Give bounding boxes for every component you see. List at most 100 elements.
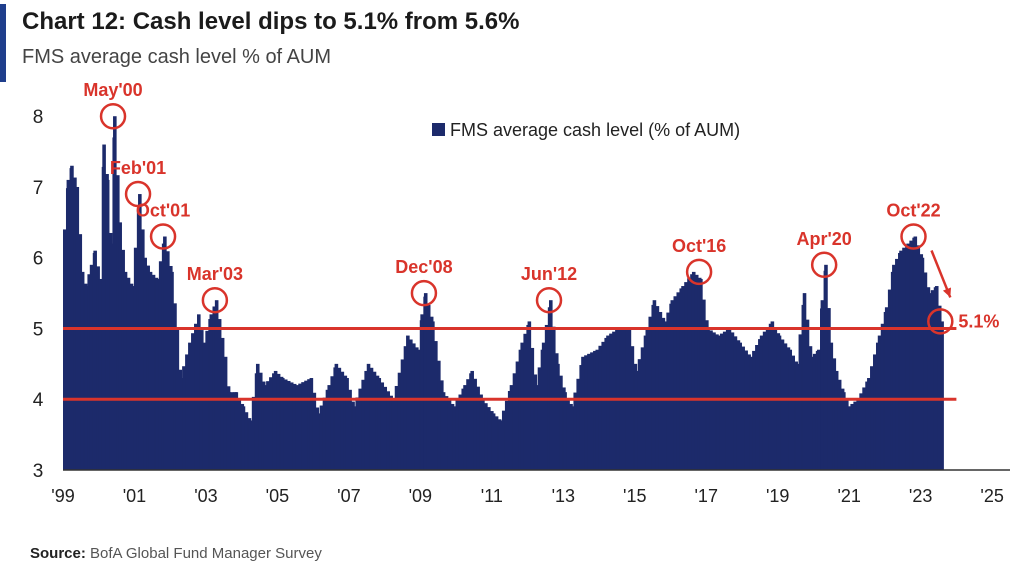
x-tick-label: '23: [909, 486, 932, 506]
x-tick-label: '11: [481, 486, 503, 506]
data-bar: [791, 355, 795, 470]
data-bar: [202, 342, 206, 470]
annotation-label: Oct'16: [672, 236, 726, 256]
data-bar: [476, 386, 480, 470]
data-bar: [87, 274, 91, 470]
source-note: Source: BofA Global Fund Manager Survey: [30, 545, 322, 562]
data-bar: [584, 355, 588, 470]
data-bar: [648, 316, 653, 470]
data-bar: [867, 378, 871, 470]
data-bar: [549, 300, 553, 470]
data-bar: [273, 370, 278, 470]
annotation-label: Feb'01: [110, 158, 166, 178]
data-bar: [809, 356, 814, 470]
data-bar: [634, 370, 639, 470]
data-bar: [853, 401, 857, 470]
y-tick-label: 4: [33, 390, 44, 411]
data-bar: [687, 278, 691, 470]
x-tick-label: '21: [837, 486, 860, 506]
data-bar: [380, 382, 385, 470]
data-bar: [845, 400, 849, 470]
data-bar: [197, 314, 201, 470]
x-tick-label: '09: [409, 486, 432, 506]
data-bar: [473, 378, 477, 470]
data-bar: [913, 236, 918, 470]
data-bar: [527, 321, 532, 470]
annotation-circle: [900, 223, 927, 250]
data-bar: [158, 261, 163, 470]
data-bar: [355, 397, 360, 470]
data-bar: [361, 379, 365, 470]
data-bar: [694, 274, 699, 470]
data-bar: [78, 234, 83, 470]
data-bar: [345, 378, 349, 470]
data-bar: [884, 307, 889, 470]
data-bar: [214, 300, 219, 470]
x-tick-label: '25: [980, 486, 1003, 506]
x-tick-label: '19: [766, 486, 789, 506]
data-bar: [923, 272, 928, 470]
data-bar: [322, 397, 327, 470]
data-bar: [66, 179, 71, 471]
data-bar: [248, 420, 253, 470]
data-bar: [191, 333, 195, 470]
data-bar: [824, 264, 828, 470]
data-bar: [722, 331, 727, 470]
latest-value-label: 5.1%: [958, 311, 999, 331]
data-bar: [292, 383, 297, 470]
data-bar: [166, 251, 170, 470]
data-bar: [241, 406, 246, 470]
data-bar: [847, 406, 851, 470]
data-bar: [437, 360, 441, 470]
data-bar: [330, 376, 335, 470]
data-bar: [598, 345, 603, 470]
data-bar: [537, 367, 542, 470]
chart-title: Chart 12: Cash level dips to 5.1% from 5…: [22, 8, 520, 35]
data-bar: [590, 352, 594, 470]
data-bar: [416, 349, 421, 470]
data-bar: [358, 388, 362, 470]
data-bar: [138, 194, 142, 470]
annotation-circle: [535, 286, 563, 314]
data-bar: [652, 300, 657, 470]
data-bar: [509, 385, 514, 470]
data-bar: [498, 420, 503, 470]
data-bar: [738, 342, 742, 470]
data-bar: [877, 335, 882, 470]
data-bar: [859, 393, 863, 470]
legend-swatch: [432, 123, 445, 136]
data-bar: [455, 400, 460, 470]
annotation-circle: [410, 279, 438, 307]
data-bar: [126, 277, 131, 470]
data-bar: [217, 319, 222, 470]
x-tick-label: '03: [194, 486, 217, 506]
source-text: BofA Global Fund Manager Survey: [90, 545, 322, 562]
data-bar: [573, 392, 578, 470]
data-bar: [173, 303, 177, 470]
data-bar: [681, 286, 685, 470]
annotation-circle: [149, 223, 177, 250]
data-bar: [494, 416, 499, 470]
data-bar: [89, 264, 94, 470]
data-bar: [447, 400, 452, 470]
data-bar: [298, 383, 302, 470]
data-bar: [389, 395, 393, 470]
data-bar: [777, 335, 782, 470]
data-bar: [812, 353, 817, 470]
data-bar: [423, 293, 428, 470]
data-bar: [441, 392, 446, 470]
data-bar: [334, 363, 339, 470]
data-bar: [930, 290, 935, 470]
data-bar: [188, 342, 192, 470]
data-bar: [666, 312, 670, 470]
data-bar: [873, 354, 877, 470]
data-bar: [937, 305, 942, 470]
data-bar: [255, 363, 260, 470]
data-bar: [369, 367, 374, 470]
chart-subtitle: FMS average cash level % of AUM: [22, 46, 332, 68]
latest-value-circle: [927, 308, 954, 335]
data-bar: [93, 250, 97, 470]
data-bar: [276, 373, 281, 470]
data-bar: [850, 403, 854, 470]
data-bar: [870, 366, 874, 470]
